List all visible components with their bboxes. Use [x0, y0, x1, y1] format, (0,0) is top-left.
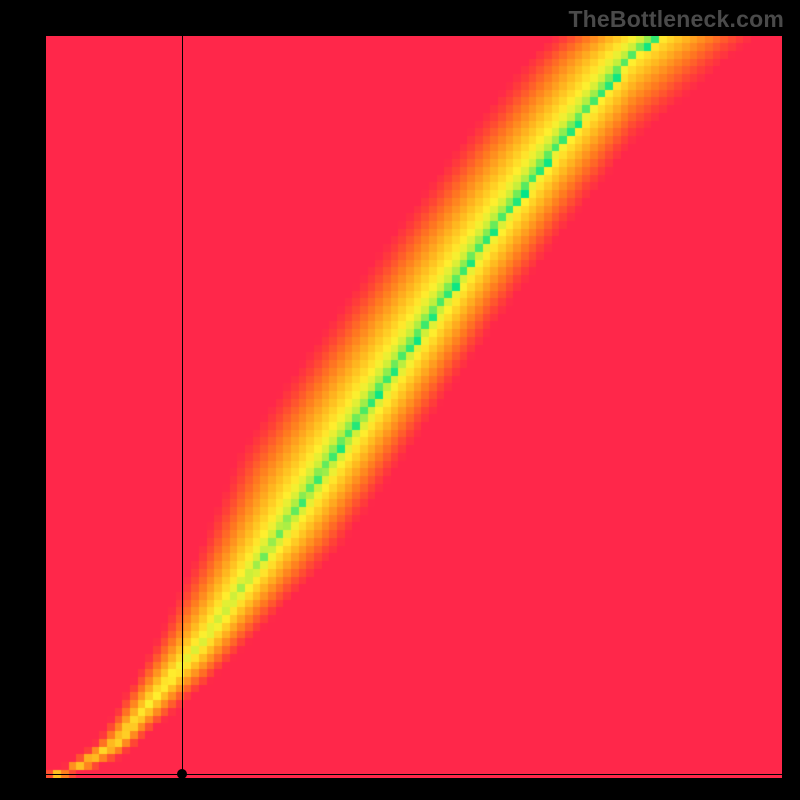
crosshair-marker	[177, 769, 187, 779]
chart-container: { "attribution": { "text": "TheBottlenec…	[0, 0, 800, 800]
bottleneck-heatmap	[46, 36, 782, 778]
crosshair-horizontal	[46, 774, 782, 775]
attribution-text: TheBottleneck.com	[568, 6, 784, 33]
crosshair-vertical	[182, 36, 183, 778]
